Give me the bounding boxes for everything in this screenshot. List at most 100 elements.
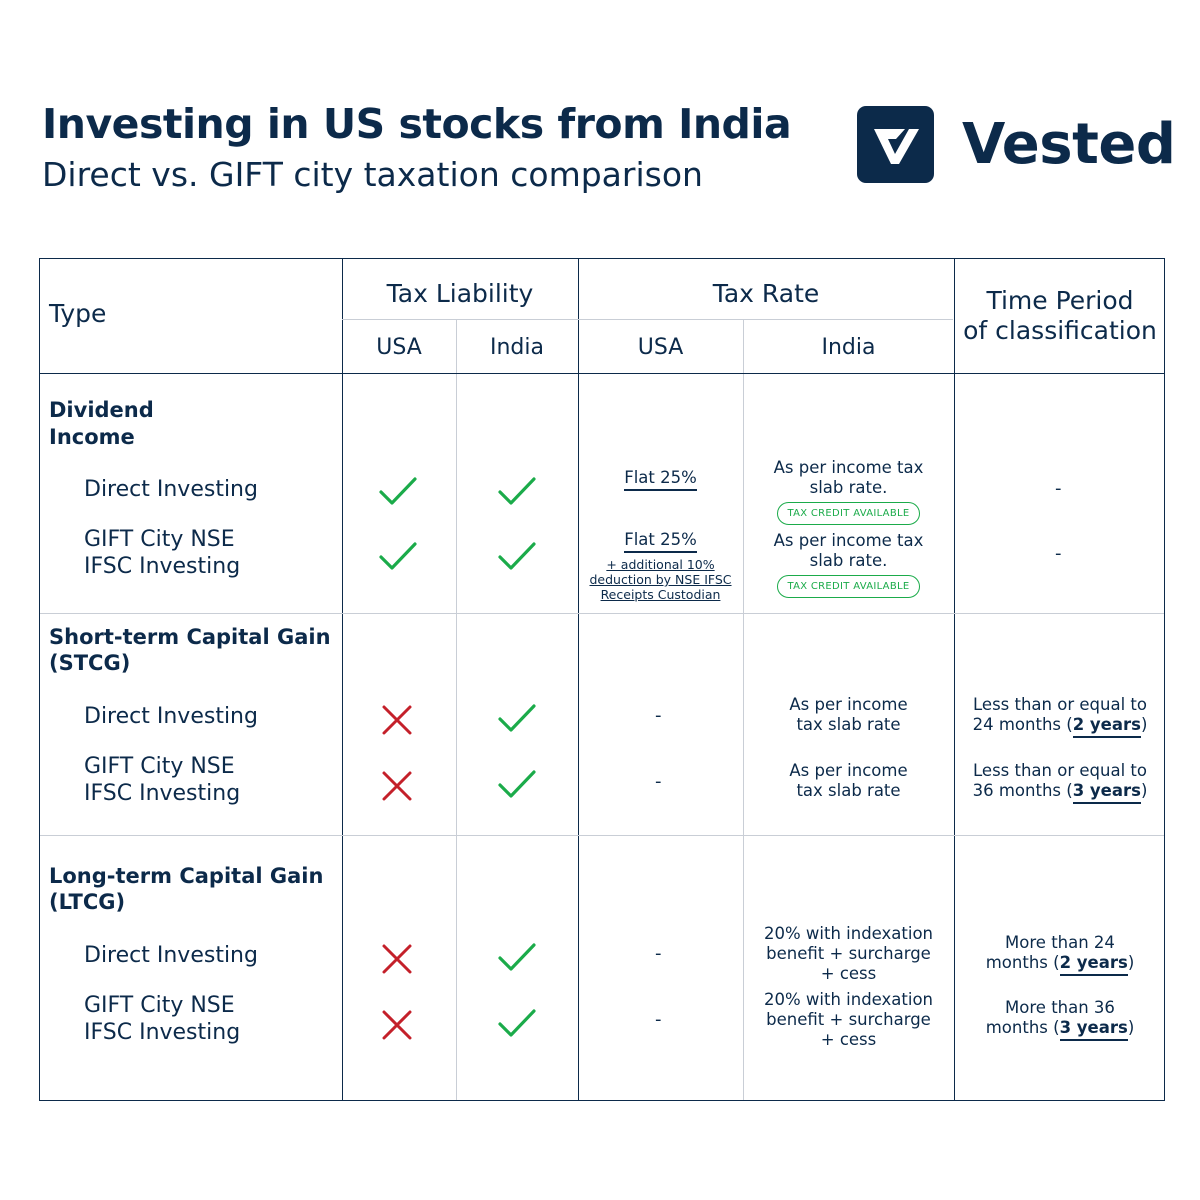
- rate-usa: Flat 25%: [624, 530, 697, 553]
- check-icon: [498, 943, 536, 971]
- rate-india: tax slab rate: [796, 715, 901, 734]
- section-title-ltcg: Long-term Capital Gain: [49, 864, 324, 888]
- rate-usa-cell: Flat 25% + additional 10% deduction by N…: [578, 530, 743, 602]
- rate-usa-note: Receipts Custodian: [600, 587, 721, 602]
- period-cell: More than 24 months (2 years): [954, 933, 1166, 976]
- page-title: Investing in US stocks from India: [42, 100, 792, 148]
- rate-india-cell: 20% with indexation benefit + surcharge …: [743, 990, 954, 1050]
- rate-usa-note: deduction by NSE IFSC: [589, 572, 732, 587]
- rate-india-cell: 20% with indexation benefit + surcharge …: [743, 924, 954, 984]
- col-divider: [456, 319, 457, 1100]
- period-post: ): [1127, 953, 1135, 972]
- period-value: -: [1055, 478, 1062, 499]
- brand-name: Vested: [962, 112, 1176, 177]
- rate-india: + cess: [820, 1030, 877, 1049]
- period-post: ): [1127, 1018, 1135, 1037]
- period-cell: Less than or equal to 36 months (3 years…: [954, 761, 1166, 804]
- rate-india: As per income: [789, 761, 908, 780]
- row-divider: [40, 835, 1164, 836]
- rate-usa: Flat 25%: [624, 468, 697, 491]
- rate-india: benefit + surcharge: [766, 1010, 931, 1029]
- row-divider: [40, 373, 1164, 374]
- check-icon: [498, 542, 536, 570]
- rate-usa-cell: Flat 25%: [578, 468, 743, 491]
- subheader-liability-india: India: [490, 335, 544, 360]
- rate-usa: -: [655, 771, 662, 792]
- period-cell: Less than or equal to 24 months (2 years…: [954, 695, 1166, 738]
- check-icon: [498, 770, 536, 798]
- rate-india: 20% with indexation: [763, 924, 934, 943]
- col-divider: [954, 259, 955, 1100]
- check-icon: [498, 1009, 536, 1037]
- check-icon: [379, 542, 417, 570]
- tax-credit-badge: TAX CREDIT AVAILABLE: [776, 575, 921, 598]
- cross-icon: [382, 771, 412, 801]
- period-years: 3 years: [1059, 1018, 1128, 1041]
- rate-india-cell: As per income tax slab rate. TAX CREDIT …: [743, 458, 954, 525]
- period-value: -: [1055, 543, 1062, 564]
- period-years: 2 years: [1059, 953, 1128, 976]
- period-pre: months (: [985, 1018, 1060, 1037]
- rate-india: slab rate.: [809, 478, 888, 497]
- period-line1: Less than or equal to: [973, 761, 1147, 780]
- col-divider: [743, 319, 744, 1100]
- rate-india-cell: As per income tax slab rate: [743, 695, 954, 735]
- period-cell: More than 36 months (3 years): [954, 998, 1166, 1041]
- rate-india: As per income: [789, 695, 908, 714]
- header-tax-liability: Tax Liability: [386, 279, 534, 308]
- rate-usa: -: [655, 705, 662, 726]
- row-label: GIFT City NSE: [84, 527, 235, 552]
- subheader-rate-usa: USA: [637, 335, 684, 360]
- row-label: GIFT City NSE: [84, 754, 235, 779]
- cross-icon: [382, 1010, 412, 1040]
- row-label-line2: IFSC Investing: [84, 781, 241, 806]
- row-divider: [40, 613, 1164, 614]
- section-title-stcg: Short-term Capital Gain: [49, 625, 331, 649]
- period-years: 3 years: [1072, 781, 1141, 804]
- rate-india: tax slab rate: [796, 781, 901, 800]
- row-label: Direct Investing: [84, 943, 258, 968]
- period-years: 2 years: [1072, 715, 1141, 738]
- col-divider: [578, 259, 579, 1100]
- section-title-dividend-line2: Income: [49, 425, 135, 449]
- rate-usa: -: [655, 1009, 662, 1030]
- rate-india: 20% with indexation: [763, 990, 934, 1009]
- rate-india: + cess: [820, 964, 877, 983]
- check-icon: [498, 704, 536, 732]
- header-time-period: Time Period: [986, 286, 1134, 315]
- row-divider: [342, 319, 953, 320]
- period-post: ): [1140, 781, 1148, 800]
- check-icon: [498, 477, 536, 505]
- row-label: Direct Investing: [84, 477, 258, 502]
- rate-india: As per income tax: [773, 458, 924, 477]
- rate-usa: -: [655, 943, 662, 964]
- row-label-line2: IFSC Investing: [84, 554, 241, 579]
- header-tax-rate: Tax Rate: [712, 279, 820, 308]
- rate-india-cell: As per income tax slab rate. TAX CREDIT …: [743, 531, 954, 598]
- period-post: ): [1140, 715, 1148, 734]
- taxation-comparison-table: Type Tax Liability Tax Rate Time Period …: [39, 258, 1165, 1101]
- rate-india: As per income tax: [773, 531, 924, 550]
- period-pre: 36 months (: [972, 781, 1073, 800]
- section-title-stcg-line2: (STCG): [49, 651, 131, 675]
- period-line1: More than 24: [1005, 933, 1115, 952]
- period-pre: months (: [985, 953, 1060, 972]
- period-line1: Less than or equal to: [973, 695, 1147, 714]
- rate-india-cell: As per income tax slab rate: [743, 761, 954, 801]
- period-pre: 24 months (: [972, 715, 1073, 734]
- cross-icon: [382, 705, 412, 735]
- section-title-dividend: Dividend: [49, 398, 154, 422]
- page-subtitle: Direct vs. GIFT city taxation comparison: [42, 155, 703, 194]
- section-title-ltcg-line2: (LTCG): [49, 890, 126, 914]
- subheader-rate-india: India: [821, 335, 876, 360]
- check-icon: [379, 477, 417, 505]
- cross-icon: [382, 944, 412, 974]
- header-type: Type: [49, 299, 107, 328]
- header-time-period-line2: of classification: [963, 316, 1157, 345]
- rate-india: slab rate.: [809, 551, 888, 570]
- rate-india: benefit + surcharge: [766, 944, 931, 963]
- tax-credit-badge: TAX CREDIT AVAILABLE: [776, 502, 921, 525]
- row-label: GIFT City NSE: [84, 993, 235, 1018]
- vested-v-logo-icon: [857, 106, 934, 183]
- subheader-liability-usa: USA: [376, 335, 422, 360]
